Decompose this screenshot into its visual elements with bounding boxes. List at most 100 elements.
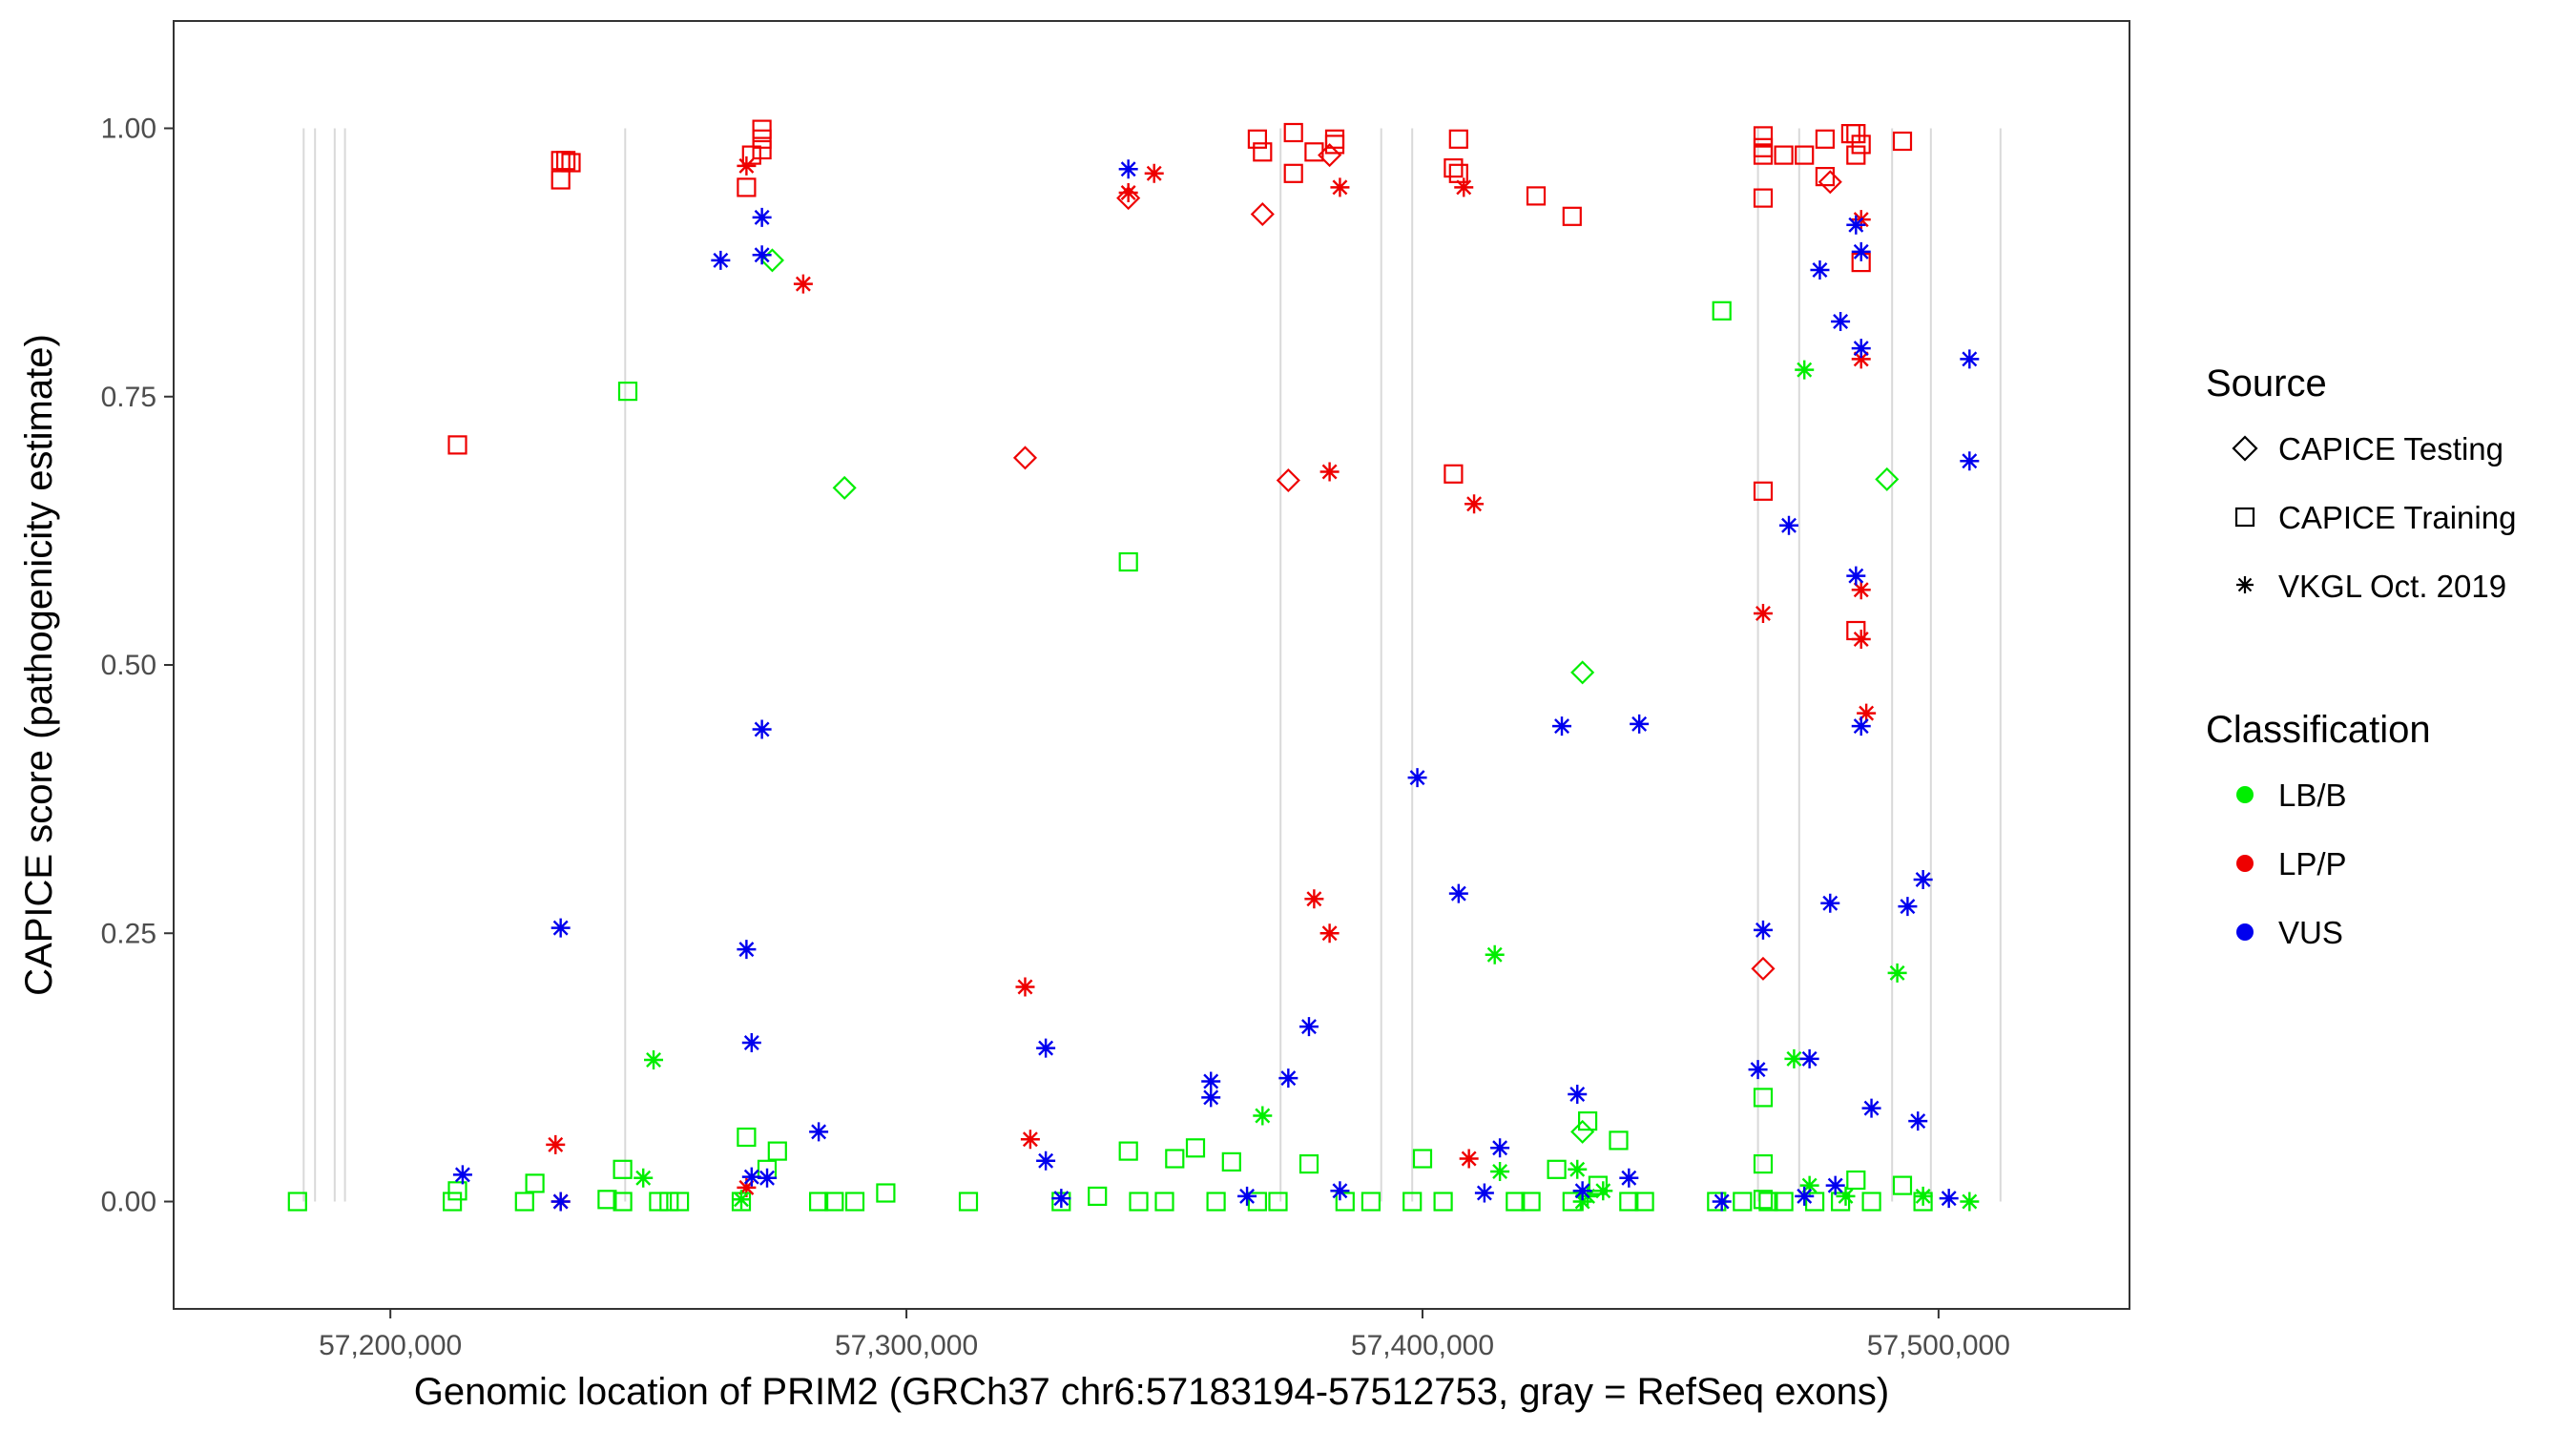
point-diamond — [1570, 660, 1595, 685]
point-square — [1795, 145, 1815, 165]
point-square — [1118, 551, 1138, 572]
point-square — [741, 145, 761, 165]
point-square — [613, 1159, 633, 1179]
point-square — [1165, 1149, 1185, 1169]
point-square — [525, 1173, 545, 1193]
point-asterisk — [1960, 1192, 1980, 1212]
green-dot-icon — [2236, 786, 2254, 803]
point-asterisk — [1630, 714, 1650, 734]
point-asterisk — [1036, 1151, 1056, 1171]
point-asterisk — [1118, 183, 1138, 202]
point-square — [447, 1181, 467, 1201]
point-asterisk — [1887, 963, 1907, 983]
point-square — [1444, 464, 1464, 484]
point-asterisk — [1278, 1068, 1298, 1089]
point-square — [844, 1192, 865, 1212]
point-asterisk — [546, 1134, 566, 1154]
point-square — [1526, 186, 1547, 206]
diamond-icon — [2232, 435, 2258, 462]
exon-lines — [302, 128, 2002, 1202]
point-asterisk — [1253, 1106, 1273, 1126]
point-asterisk — [1319, 923, 1340, 944]
point-asterisk — [809, 1122, 829, 1142]
point-square — [1521, 1192, 1541, 1212]
point-asterisk — [752, 207, 772, 227]
point-square — [613, 1192, 633, 1212]
point-asterisk — [752, 719, 772, 739]
point-square — [1324, 135, 1345, 155]
point-asterisk — [1448, 883, 1468, 903]
point-asterisk — [737, 156, 757, 176]
point-asterisk — [1851, 580, 1871, 600]
point-asterisk — [1851, 630, 1871, 649]
point-diamond — [1012, 446, 1038, 470]
point-square — [876, 1183, 896, 1203]
point-asterisk — [1753, 920, 1773, 940]
point-square — [737, 177, 757, 197]
point-square — [1846, 145, 1866, 165]
point-asterisk — [551, 918, 571, 938]
point-asterisk — [1572, 1181, 1592, 1201]
legend-item-vkgl: VKGL Oct. 2019 — [2236, 569, 2506, 604]
point-asterisk — [1846, 566, 1866, 586]
point-diamond — [832, 475, 857, 500]
point-asterisk — [1898, 897, 1918, 917]
point-square — [737, 1127, 757, 1148]
y-tick-label: 0.25 — [101, 918, 156, 949]
point-square — [649, 1192, 669, 1212]
point-asterisk — [1799, 1175, 1819, 1195]
point-asterisk — [1784, 1048, 1804, 1068]
point-asterisk — [1619, 1168, 1639, 1188]
point-square — [1892, 131, 1913, 152]
point-asterisk — [1118, 159, 1138, 179]
point-square — [1758, 1192, 1778, 1212]
x-axis-title: Genomic location of PRIM2 (GRCh37 chr6:5… — [414, 1371, 1889, 1413]
point-asterisk — [1330, 1181, 1350, 1201]
point-square — [752, 129, 772, 149]
x-tick-label: 57,400,000 — [1351, 1330, 1494, 1361]
point-square — [1753, 1088, 1774, 1108]
point-asterisk — [711, 250, 731, 270]
point-square — [447, 435, 467, 455]
point-square — [1268, 1192, 1288, 1212]
point-square — [958, 1192, 979, 1212]
legend-item-vus: VUS — [2236, 915, 2343, 950]
point-asterisk — [1712, 1192, 1732, 1212]
y-tick-label: 0.75 — [101, 382, 156, 413]
point-square — [555, 151, 576, 171]
point-square — [1753, 145, 1774, 165]
legend-label-capice-training: CAPICE Training — [2278, 500, 2516, 535]
point-square — [1753, 481, 1774, 501]
point-asterisk — [1319, 462, 1340, 482]
point-asterisk — [452, 1165, 472, 1185]
point-asterisk — [1490, 1162, 1510, 1181]
point-square — [1733, 1192, 1753, 1212]
x-tick-label: 57,300,000 — [835, 1330, 978, 1361]
point-asterisk — [741, 1033, 761, 1052]
point-square — [1609, 1130, 1629, 1151]
point-asterisk — [1020, 1130, 1040, 1150]
point-square — [752, 139, 772, 160]
point-square — [1304, 142, 1324, 162]
point-square — [1846, 124, 1866, 144]
point-asterisk — [1861, 1098, 1881, 1118]
point-square — [1774, 1192, 1794, 1212]
point-asterisk — [1913, 870, 1933, 889]
point-square — [1247, 1192, 1268, 1212]
point-asterisk — [1465, 494, 1485, 514]
point-square — [1892, 1175, 1913, 1195]
point-asterisk — [1015, 977, 1035, 997]
point-square — [1753, 188, 1774, 208]
point-square — [1283, 122, 1303, 143]
point-square — [1830, 1192, 1851, 1212]
point-square — [1298, 1153, 1319, 1174]
point-asterisk — [634, 1168, 654, 1188]
point-square — [1361, 1192, 1381, 1212]
point-square — [597, 1190, 617, 1210]
point-asterisk — [1851, 349, 1871, 369]
legend-item-capice-testing: CAPICE Testing — [2232, 431, 2503, 467]
point-asterisk — [1820, 893, 1840, 913]
point-asterisk — [1779, 515, 1799, 535]
point-asterisk — [1857, 703, 1877, 723]
